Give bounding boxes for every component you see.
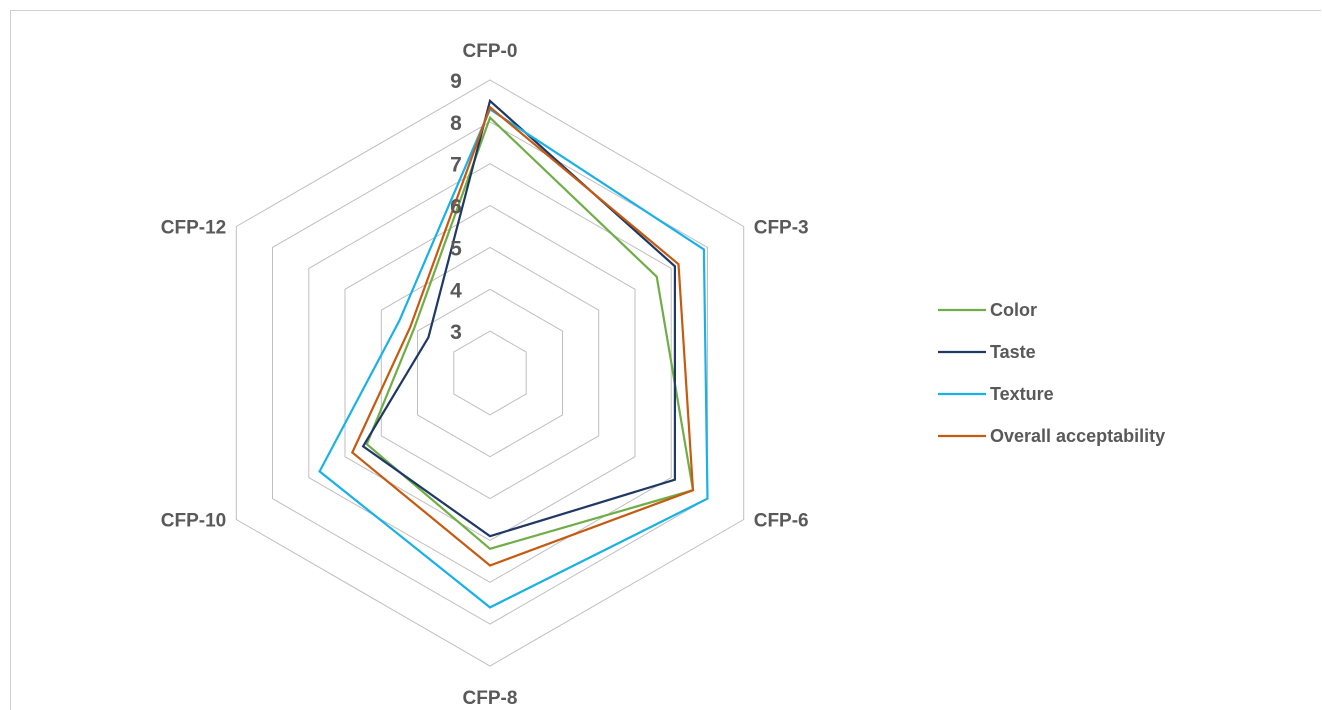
grid-ring	[308, 163, 672, 583]
tick-label: 5	[450, 237, 462, 260]
legend-label: Overall acceptability	[990, 426, 1165, 446]
tick-label: 6	[450, 196, 462, 219]
grid-ring	[235, 79, 745, 667]
series-line-taste	[361, 98, 677, 538]
legend-label: Color	[990, 300, 1037, 320]
legend: Color Taste Texture Overall acceptability	[938, 300, 1165, 446]
series-layer	[318, 98, 709, 609]
grid-ring	[272, 121, 708, 625]
category-label: CFP-8	[463, 688, 518, 705]
category-label: CFP-12	[161, 218, 226, 239]
series-line-color	[365, 115, 695, 551]
category-labels: CFP-0 CFP-3 CFP-6 CFP-8 CFP-10 CFP-12	[161, 41, 809, 705]
tick-label: 9	[450, 70, 462, 93]
grid-ring	[417, 288, 563, 458]
grid-ring	[380, 246, 600, 500]
series-line-overall-acceptability	[350, 105, 695, 567]
category-label: CFP-6	[754, 511, 809, 532]
tick-label: 3	[450, 321, 462, 344]
category-label: CFP-0	[463, 41, 518, 62]
grid-ring	[453, 330, 527, 416]
grid-layer	[235, 79, 745, 667]
grid-ring	[344, 205, 636, 541]
tick-label: 7	[450, 154, 462, 177]
category-label: CFP-3	[754, 218, 809, 239]
legend-label: Texture	[990, 384, 1054, 404]
chart-frame	[10, 10, 1321, 710]
tick-label: 8	[450, 112, 462, 135]
tick-label: 4	[450, 279, 462, 302]
category-label: CFP-10	[161, 511, 226, 532]
tick-labels: 3 4 5 6 7 8 9	[450, 70, 462, 344]
legend-label: Taste	[990, 342, 1036, 362]
series-line-texture	[318, 107, 709, 609]
